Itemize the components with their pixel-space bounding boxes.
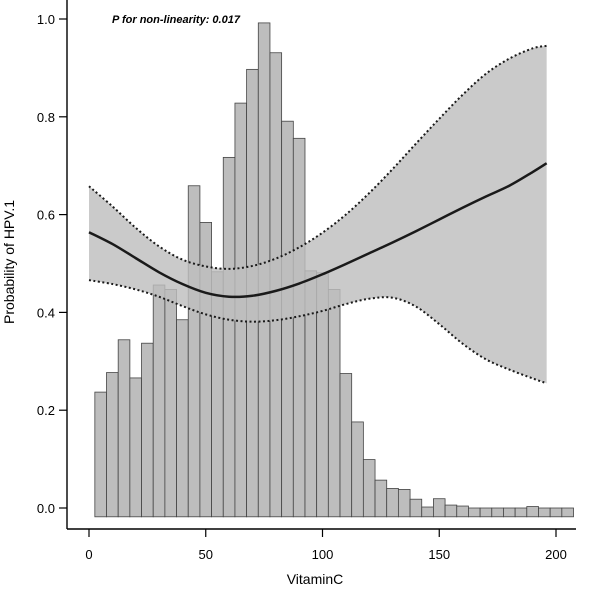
histogram-bar [421,506,434,518]
x-tick-label: 0 [85,547,92,562]
histogram-bar [106,372,119,518]
histogram-bar [94,391,107,518]
histogram-bar [152,284,166,518]
y-tick-label: 0.8 [37,110,55,125]
histogram-bar [222,156,236,518]
histogram-bar [176,319,189,518]
histogram-bar [374,479,388,518]
confidence-band [89,45,547,384]
histogram-bar [292,137,306,518]
y-tick-label: 0.4 [37,305,55,320]
annotation-text: P for non-linearity: 0.017 [112,14,241,26]
histogram-bar [129,377,142,518]
y-tick-label: 1.0 [37,12,55,27]
y-tick-label: 0.2 [37,403,55,418]
x-axis-title: VitaminC [287,571,344,587]
histogram-bar [444,504,458,518]
histogram-bar [409,498,423,518]
x-tick-label: 150 [428,547,450,562]
histogram-bar [538,507,551,518]
histogram-bar [433,498,446,518]
histogram-bar [561,507,574,518]
histogram-bar [362,459,376,518]
histogram-bar [117,339,131,518]
x-tick-label: 200 [545,547,567,562]
histogram-bar [479,507,493,518]
histogram-bar [386,488,399,518]
histogram-bar [351,421,364,518]
histogram-bar [514,507,528,518]
x-tick-label: 100 [312,547,334,562]
ci-upper-line [88,44,547,270]
y-axis-ticks: 0.0 0.2 0.4 0.6 0.8 1.0 [37,12,67,516]
x-axis-ticks: 0 50 100 150 200 [85,529,567,562]
histogram-bar [187,185,201,518]
y-tick-label: 0.6 [37,208,55,223]
histogram-bar [327,289,341,518]
fit-curve [88,162,548,299]
histogram-bar [339,373,353,518]
y-axis-title: Probability of HPV.1 [1,200,17,324]
ci-lower-line [88,279,547,385]
histogram-bar [549,507,563,518]
histogram-bar [468,507,481,518]
histogram-bar [491,507,504,518]
histogram-bar [503,507,516,518]
histogram-bar [456,505,469,518]
histogram-bar [164,289,177,518]
x-tick-label: 50 [199,547,213,562]
y-tick-label: 0.0 [37,501,55,516]
histogram-bar [141,342,154,518]
histogram-bar [526,506,539,518]
histogram-bar [397,489,411,518]
